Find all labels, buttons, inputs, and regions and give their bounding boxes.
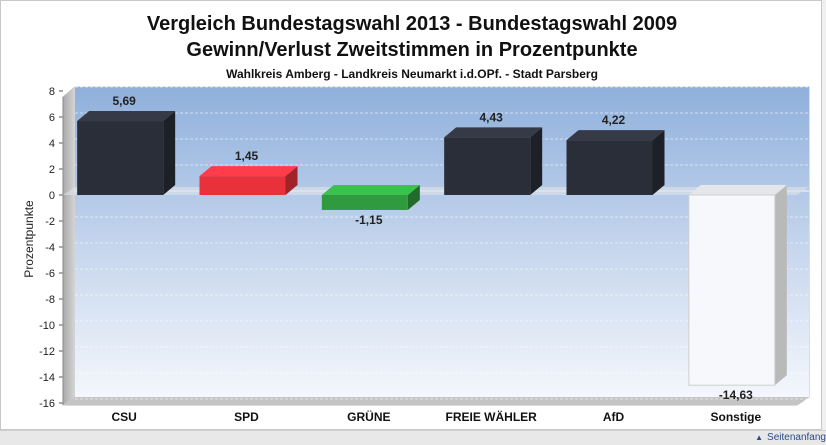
bar-top [199, 166, 298, 177]
chart-title-line-2: Gewinn/Verlust Zweitstimmen in Prozentpu… [186, 39, 638, 61]
y-tick-label: -16 [39, 398, 55, 410]
x-tick-label: SPD [234, 410, 259, 424]
y-tick-label: 6 [49, 112, 55, 124]
y-tick-label: 8 [49, 86, 55, 98]
axes: 8 6 4 2 0 -2 -4 -6 -8 -10 -12 -14 -16 Prozentpunkte CS… [22, 86, 761, 424]
y-tick-label: -8 [45, 294, 55, 306]
y-tick-label: -14 [39, 372, 55, 384]
bar-top [688, 185, 787, 195]
y-tick-label: -2 [45, 216, 55, 228]
bar [77, 121, 164, 195]
chart-title: Vergleich Bundestagswahl 2013 - Bundesta… [146, 13, 678, 35]
y-tick-label: 2 [49, 164, 55, 176]
data-label: 5,69 [112, 94, 136, 108]
y-tick-label: -4 [45, 242, 55, 254]
x-tick-label: CSU [111, 410, 136, 424]
chart-frame: Vergleich Bundestagswahl 2013 - Bundesta… [0, 0, 822, 430]
y-tick-label: -12 [39, 346, 55, 358]
bars [77, 111, 787, 386]
bar-side [530, 127, 543, 195]
data-label: 4,43 [479, 110, 503, 124]
status-bar [0, 430, 826, 445]
data-label: 1,45 [235, 149, 259, 163]
bar [688, 194, 776, 386]
back-to-top-link[interactable]: ▲ Seitenanfang [755, 432, 826, 443]
x-tick-label: GRÜNE [347, 409, 390, 424]
bar-top [77, 111, 176, 122]
bar [321, 195, 408, 210]
bar [444, 137, 531, 195]
x-tick-label: AfD [603, 410, 625, 424]
y-tick-label: 0 [49, 190, 55, 202]
bar [566, 140, 653, 195]
bar-chart: 5,69 1,45 -1,15 4,43 4,22 -14,63 8 6 4 2 0 -2 -4 -6 -… [22, 86, 810, 424]
bar-side [652, 130, 665, 195]
arrow-up-icon: ▲ [755, 433, 764, 442]
y-tick-label: 4 [49, 138, 55, 150]
y-tick-label: -10 [39, 320, 55, 332]
bar-side [774, 185, 787, 386]
data-label: -1,15 [355, 213, 383, 227]
x-tick-label: FREIE WÄHLER [445, 409, 537, 424]
bar-side [407, 185, 420, 210]
x-tick-label: Sonstige [710, 410, 761, 424]
bar-top [566, 130, 665, 141]
bar-top [321, 185, 420, 195]
plot-floor [63, 397, 809, 405]
y-tick-label: -6 [45, 268, 55, 280]
bar-side [285, 166, 298, 195]
bar [199, 176, 286, 195]
bar-side [163, 111, 176, 195]
chart-subtitle: Wahlkreis Amberg - Landkreis Neumarkt i.… [226, 67, 598, 81]
plot-side-wall [63, 87, 75, 405]
data-label: -14,63 [719, 388, 753, 402]
value-labels: 5,69 1,45 -1,15 4,43 4,22 -14,63 [112, 94, 753, 402]
back-to-top-label: Seitenanfang [767, 432, 826, 443]
bar-top [444, 127, 543, 138]
data-label: 4,22 [602, 113, 626, 127]
y-axis-label: Prozentpunkte [22, 200, 36, 278]
